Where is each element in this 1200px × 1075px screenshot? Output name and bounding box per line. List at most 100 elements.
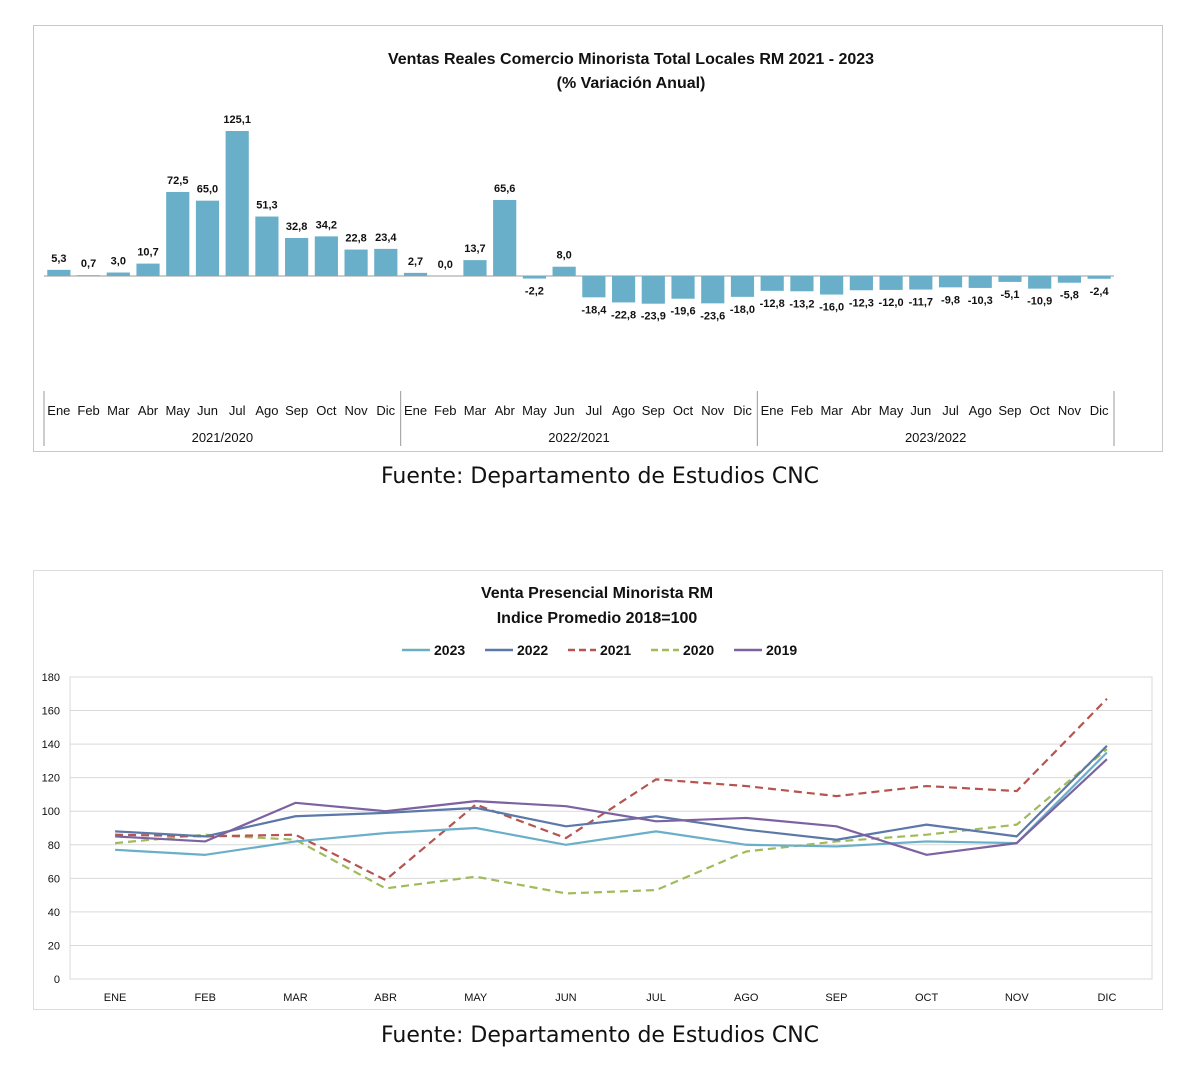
month-tick-label: Feb bbox=[434, 403, 456, 418]
bar-chart-subtitle: (% Variación Anual) bbox=[557, 75, 706, 92]
y-tick-label: 160 bbox=[42, 706, 60, 718]
y-tick-label: 40 bbox=[48, 907, 60, 919]
bar-value-label: -10,9 bbox=[1027, 296, 1052, 308]
bar-value-label: -19,6 bbox=[670, 306, 695, 318]
bar-value-label: 22,8 bbox=[345, 233, 366, 245]
bar-value-label: 2,7 bbox=[408, 256, 423, 268]
bar bbox=[968, 276, 992, 288]
bar-value-label: -12,0 bbox=[879, 297, 904, 309]
bar bbox=[641, 276, 665, 304]
bar-value-label: 51,3 bbox=[256, 200, 277, 212]
bar-value-label: -18,4 bbox=[581, 304, 607, 316]
bar bbox=[106, 272, 130, 276]
bar bbox=[493, 199, 517, 276]
legend-label: 2021 bbox=[600, 642, 631, 658]
bar-value-label: 3,0 bbox=[111, 256, 126, 268]
bar-value-label: 13,7 bbox=[464, 243, 485, 255]
bar-value-label: 65,0 bbox=[197, 184, 218, 196]
bar bbox=[522, 276, 547, 279]
month-tick-label: Ago bbox=[969, 403, 992, 418]
bar bbox=[344, 249, 368, 276]
bar bbox=[374, 248, 398, 276]
x-tick-label: JUL bbox=[646, 992, 666, 1004]
x-tick-label: FEB bbox=[195, 992, 216, 1004]
bar bbox=[938, 276, 963, 288]
bar bbox=[611, 276, 636, 303]
x-tick-label: MAY bbox=[464, 992, 488, 1004]
month-tick-label: Sep bbox=[642, 403, 665, 418]
legend-label: 2023 bbox=[434, 642, 465, 658]
month-tick-label: Oct bbox=[673, 403, 694, 418]
bar-value-label: 5,3 bbox=[51, 253, 66, 265]
month-tick-label: Feb bbox=[791, 403, 813, 418]
month-tick-label: Ene bbox=[404, 403, 427, 418]
bar bbox=[166, 191, 190, 276]
bar-value-label: -5,8 bbox=[1060, 290, 1079, 302]
month-tick-label: Abr bbox=[138, 403, 159, 418]
group-label: 2023/2022 bbox=[905, 430, 966, 445]
month-tick-label: Jun bbox=[197, 403, 218, 418]
bar bbox=[1028, 276, 1052, 289]
x-tick-label: MAR bbox=[283, 992, 308, 1004]
x-tick-label: OCT bbox=[915, 992, 939, 1004]
bar bbox=[76, 275, 101, 276]
bar bbox=[1087, 276, 1111, 279]
month-tick-label: Jun bbox=[554, 403, 575, 418]
month-tick-label: Mar bbox=[464, 403, 487, 418]
bar bbox=[820, 276, 844, 295]
month-tick-label: Dic bbox=[733, 403, 752, 418]
month-tick-label: Dic bbox=[376, 403, 395, 418]
month-tick-label: Mar bbox=[107, 403, 130, 418]
line-chart: Venta Presencial Minorista RM Indice Pro… bbox=[42, 585, 1153, 1004]
bar-value-label: -23,9 bbox=[641, 311, 666, 323]
month-tick-label: Nov bbox=[345, 403, 369, 418]
bar bbox=[849, 276, 873, 291]
bar-value-label: -12,3 bbox=[849, 297, 874, 309]
bar-value-label: -2,2 bbox=[525, 286, 544, 298]
x-tick-label: NOV bbox=[1005, 992, 1030, 1004]
bar bbox=[552, 266, 576, 276]
month-tick-label: Oct bbox=[316, 403, 337, 418]
bar-chart-title: Ventas Reales Comercio Minorista Total L… bbox=[388, 51, 874, 68]
bar-value-label: -12,8 bbox=[760, 298, 785, 310]
bar bbox=[195, 200, 220, 276]
bar-value-label: -22,8 bbox=[611, 309, 636, 321]
month-tick-label: Ago bbox=[612, 403, 635, 418]
bar-value-label: -23,6 bbox=[700, 310, 725, 322]
y-tick-label: 180 bbox=[42, 672, 60, 684]
y-tick-label: 20 bbox=[48, 940, 60, 952]
bar-value-label: 65,6 bbox=[494, 183, 515, 195]
bar-value-label: 10,7 bbox=[137, 247, 158, 259]
month-tick-label: Oct bbox=[1030, 403, 1051, 418]
bar bbox=[463, 260, 487, 276]
bar bbox=[314, 236, 338, 276]
y-tick-label: 140 bbox=[42, 739, 60, 751]
bar bbox=[909, 276, 933, 290]
month-tick-label: Abr bbox=[495, 403, 516, 418]
series-line-2023 bbox=[115, 751, 1108, 856]
series-line-2022 bbox=[115, 745, 1108, 841]
line-chart-title: Venta Presencial Minorista RM bbox=[481, 585, 713, 602]
month-tick-label: Abr bbox=[851, 403, 872, 418]
bar bbox=[1057, 276, 1082, 283]
bar-value-label: 125,1 bbox=[223, 114, 251, 126]
y-tick-label: 100 bbox=[42, 806, 60, 818]
bar-value-label: 32,8 bbox=[286, 221, 307, 233]
series-line-2020 bbox=[114, 748, 1108, 895]
bar-value-label: -2,4 bbox=[1090, 286, 1110, 298]
series-line-2021 bbox=[115, 698, 1108, 882]
bar-value-label: -10,3 bbox=[968, 295, 993, 307]
bar bbox=[879, 276, 903, 290]
line-chart-subtitle: Indice Promedio 2018=100 bbox=[497, 610, 698, 627]
bar-value-label: -5,1 bbox=[1000, 289, 1019, 301]
bar-value-label: -13,2 bbox=[789, 298, 814, 310]
bar bbox=[403, 272, 428, 276]
x-tick-label: ENE bbox=[104, 992, 127, 1004]
bar bbox=[47, 269, 71, 276]
bar-value-label: -9,8 bbox=[941, 294, 960, 306]
x-tick-label: DIC bbox=[1097, 992, 1116, 1004]
month-tick-label: Dic bbox=[1090, 403, 1109, 418]
month-tick-label: Ene bbox=[761, 403, 784, 418]
bar-value-label: 72,5 bbox=[167, 175, 188, 187]
group-label: 2022/2021 bbox=[548, 430, 609, 445]
